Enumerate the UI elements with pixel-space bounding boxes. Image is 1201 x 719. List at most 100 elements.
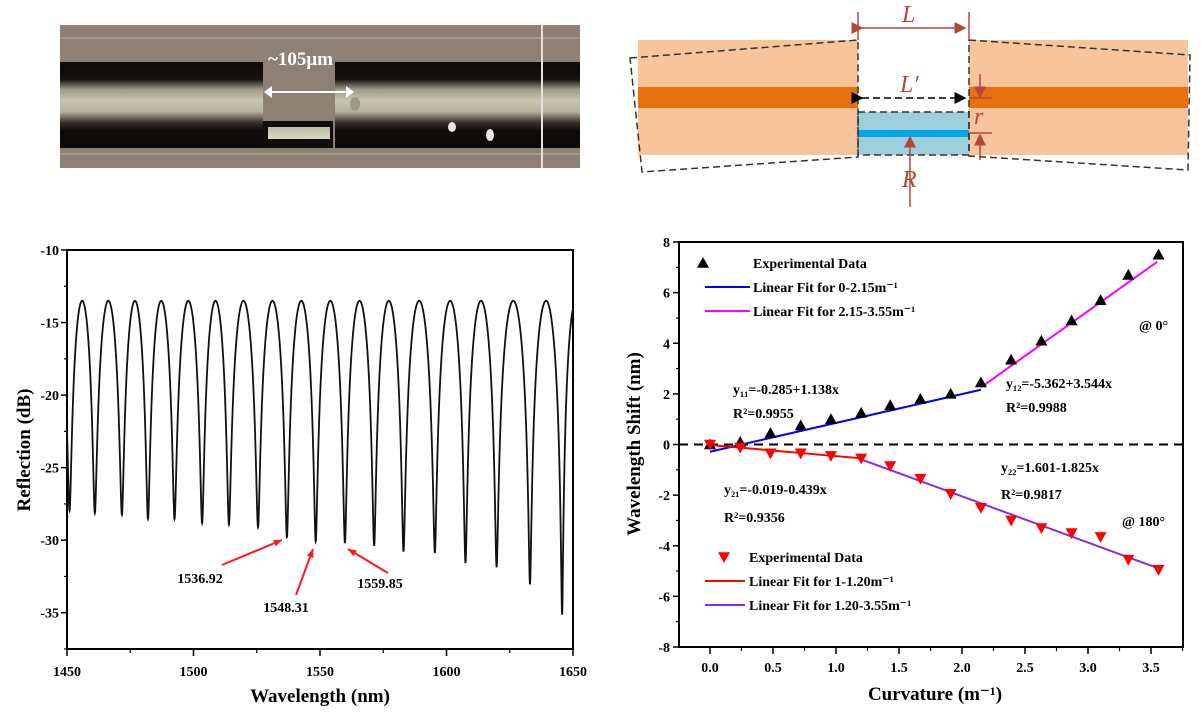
x-tick-label: 1.5 [890, 661, 908, 676]
data-point [764, 448, 777, 460]
fit-r2: R²=0.9817 [1001, 488, 1062, 503]
left-core [638, 87, 858, 108]
data-point [855, 453, 868, 465]
data-point [1094, 294, 1107, 306]
legend-marker-icon [697, 257, 709, 268]
x-tick-label: 1500 [180, 665, 208, 680]
fit-r2: R²=0.9988 [1006, 401, 1067, 416]
left-fiber [60, 62, 263, 148]
data-point [734, 442, 747, 454]
data-point [1094, 532, 1107, 543]
l-prime-label: L′ [899, 72, 919, 98]
y-tick-label: -10 [40, 244, 59, 259]
legend-marker-icon [718, 552, 730, 563]
y-tick-label: -30 [40, 534, 59, 549]
fiber-micrograph: ~105μm [60, 25, 580, 168]
bent-left-outline [629, 39, 859, 173]
radius-label: R [901, 167, 917, 193]
y-tick-label: -20 [40, 389, 59, 404]
fit-line [709, 443, 862, 460]
x-tick-label: 1600 [433, 665, 461, 680]
x-tick-label: 1.0 [827, 661, 845, 676]
x-axis-title: Curvature (m⁻¹) [868, 684, 1002, 705]
reflection-spectrum-chart: Wavelength (nm) Reflection (dB) 1536.92 … [14, 244, 587, 707]
annotation-arrow [221, 539, 283, 566]
y-tick-label: -8 [658, 641, 670, 656]
data-point [1122, 268, 1135, 280]
data-point [974, 376, 987, 388]
group-label-180deg: @ 180° [1122, 515, 1165, 530]
x-tick-label: 1650 [559, 665, 587, 680]
fit-line [709, 388, 982, 453]
double-arrow-icon [264, 86, 354, 98]
r-label: r [974, 104, 984, 130]
x-tick-label: 1450 [53, 665, 81, 680]
data-point [855, 406, 868, 418]
image-seam [541, 25, 543, 168]
x-tick-label: 3.0 [1079, 661, 1097, 676]
y-tick-label: -15 [40, 317, 59, 332]
fit-equation: y₂₁=-0.019-0.439x [724, 483, 827, 498]
fit-equation: y₁₂=-5.362+3.544x [1006, 377, 1112, 392]
defect [448, 122, 456, 132]
x-tick-label: 3.5 [1142, 661, 1160, 676]
data-point [794, 419, 807, 431]
data-point [914, 392, 927, 404]
y-tick-label: 4 [663, 337, 670, 352]
legend-label: Linear Fit for 0-2.15m⁻¹ [753, 281, 898, 296]
data-point [704, 439, 716, 451]
curvature-response-chart: Curvature (m⁻¹) Wavelength Shift (nm) Ex… [624, 236, 1184, 705]
y-tick-label: 0 [663, 439, 670, 454]
dip-label: 1559.85 [357, 577, 403, 592]
y-axis-title: Reflection (dB) [14, 389, 35, 512]
data-point [1005, 353, 1018, 365]
fit-line [860, 458, 1158, 569]
data-point [914, 473, 927, 485]
legend-label: Linear Fit for 1.20-3.55m⁻¹ [749, 599, 911, 614]
x-tick-label: 1550 [306, 665, 334, 680]
data-point [884, 399, 897, 411]
right-core [969, 87, 1188, 108]
l-label: L [901, 2, 915, 28]
data-point [1152, 564, 1165, 576]
data-point [944, 489, 957, 500]
data-point [1065, 528, 1078, 540]
cavity-length-label: ~105μm [268, 49, 333, 70]
arrowhead-icon [273, 539, 282, 547]
data-point [1065, 314, 1078, 326]
cavity-core [858, 130, 969, 137]
group-label-0deg: @ 0° [1139, 319, 1168, 334]
data-point [944, 387, 957, 399]
data-point [1152, 248, 1165, 260]
data-point [824, 451, 837, 462]
arrowhead-icon [306, 549, 314, 558]
x-tick-label: 0.0 [701, 661, 719, 676]
bending-schematic: L L′ r R [629, 2, 1191, 207]
arrowhead-icon [348, 549, 357, 557]
capillary-edge [60, 153, 580, 155]
y-tick-label: 6 [663, 287, 670, 302]
legend-label: Linear Fit for 1-1.20m⁻¹ [749, 575, 894, 590]
y-tick-label: -6 [658, 590, 670, 605]
defect [350, 97, 360, 111]
y-tick-label: 2 [663, 388, 670, 403]
cavity-reflection [268, 127, 330, 139]
fit-r2: R²=0.9955 [733, 407, 794, 422]
capillary-edge [60, 37, 580, 39]
data-point [1122, 554, 1135, 566]
y-tick-label: -25 [40, 462, 59, 477]
right-fiber [335, 62, 580, 148]
data-point [1035, 523, 1048, 535]
data-point [1005, 515, 1018, 527]
x-tick-label: 2.5 [1016, 661, 1034, 676]
y-axis-title: Wavelength Shift (nm) [624, 352, 645, 536]
fit-r2: R²=0.9356 [724, 511, 785, 526]
x-tick-label: 0.5 [764, 661, 782, 676]
legend-label: Experimental Data [753, 257, 867, 272]
x-tick-label: 2.0 [953, 661, 971, 676]
data-point [1035, 334, 1048, 346]
data-point [824, 413, 837, 424]
data-point [974, 502, 987, 514]
x-axis-title: Wavelength (nm) [250, 686, 390, 707]
